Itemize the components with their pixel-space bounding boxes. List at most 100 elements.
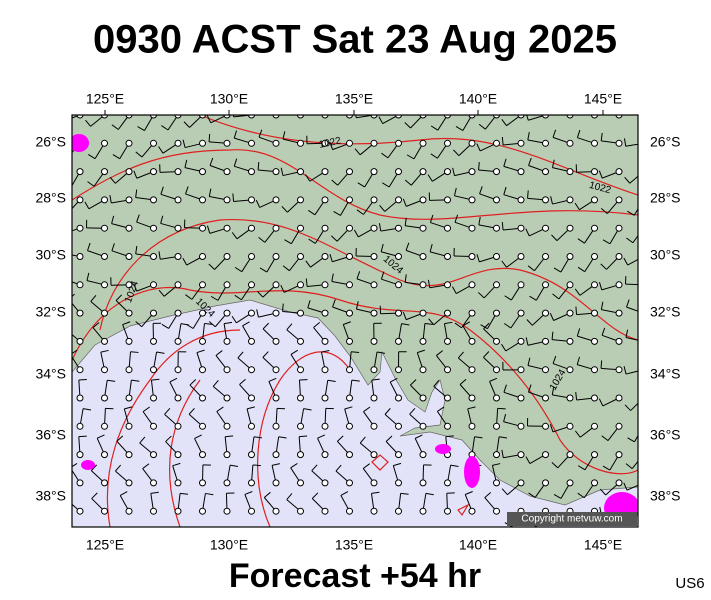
- barb-feather: [549, 313, 555, 321]
- barb-station: [395, 281, 402, 289]
- barb-feather: [601, 435, 609, 441]
- barb-station: [542, 281, 549, 289]
- barb-station: [641, 254, 647, 260]
- barb-feather: [109, 176, 116, 184]
- barb-feather: [552, 293, 560, 300]
- barb-station: [272, 168, 280, 176]
- barb-feather: [483, 322, 490, 330]
- barb-station: [444, 366, 451, 374]
- barb-feather: [551, 386, 555, 395]
- barb-station: [370, 168, 378, 176]
- copyright: Copyright metvuw.com: [521, 514, 622, 525]
- barb-station: [101, 479, 108, 487]
- barb-station: [272, 253, 280, 260]
- barb-feather: [450, 464, 459, 468]
- barb-station: [493, 507, 500, 515]
- barb-station: [101, 451, 108, 459]
- barb-feather: [410, 379, 417, 386]
- barb-station: [370, 196, 378, 204]
- barb-feather: [239, 378, 246, 385]
- barb-feather: [400, 492, 409, 495]
- barb-station: [150, 366, 157, 374]
- barb-station: [395, 507, 402, 515]
- barb-feather: [382, 182, 390, 188]
- barb-station: [591, 422, 598, 430]
- barb-station: [272, 451, 280, 459]
- barb-station: [223, 139, 231, 147]
- barb-station: [321, 224, 329, 232]
- barb-station: [346, 337, 353, 345]
- barb-station: [641, 197, 647, 203]
- barb-station: [248, 309, 255, 317]
- barb-station: [125, 479, 133, 487]
- barb-station: [641, 480, 647, 486]
- barb-station: [199, 139, 206, 147]
- barb-feather: [233, 158, 238, 167]
- barb-feather: [343, 321, 351, 325]
- barb-feather: [311, 492, 319, 499]
- barb-feather: [151, 378, 160, 381]
- barb-station: [248, 168, 255, 176]
- barb-feather: [478, 216, 481, 226]
- barb-feather: [109, 194, 112, 204]
- barb-station: [248, 507, 255, 515]
- barb-station: [444, 139, 451, 147]
- barb-feather: [480, 324, 488, 330]
- barb-feather: [526, 115, 529, 121]
- barb-feather: [107, 379, 116, 382]
- barb-feather: [626, 237, 634, 244]
- barb-feather: [574, 202, 580, 211]
- barb-feather: [286, 323, 293, 331]
- lat-label: 34°S: [35, 366, 66, 382]
- barb-feather: [417, 349, 426, 354]
- barb-feather: [405, 242, 410, 251]
- barb-feather: [344, 406, 353, 410]
- barb-station: [542, 451, 549, 459]
- barb-station: [641, 112, 647, 118]
- barb-station: [346, 139, 353, 147]
- barb-station: [346, 253, 353, 260]
- barb-feather: [311, 464, 318, 472]
- barb-feather: [230, 464, 239, 468]
- barb-shaft: [617, 115, 619, 116]
- barb-feather: [393, 462, 402, 467]
- barb-feather: [599, 488, 607, 496]
- barb-feather: [355, 115, 357, 118]
- barb-feather: [271, 463, 280, 466]
- barb-station: [125, 139, 133, 147]
- barb-station: [248, 281, 255, 289]
- barb-station: [444, 253, 451, 260]
- barb-station: [395, 115, 402, 119]
- barb-feather: [362, 463, 370, 469]
- barb-station: [615, 422, 623, 430]
- barb-station: [223, 224, 231, 232]
- barb-station: [591, 115, 598, 119]
- barb-feather: [131, 379, 140, 382]
- barb-station: [150, 168, 157, 176]
- barb-feather: [256, 309, 259, 318]
- barb-feather: [600, 263, 607, 270]
- barb-feather: [91, 492, 98, 499]
- barb-feather: [503, 323, 512, 329]
- barb-station: [297, 507, 304, 515]
- barb-feather: [462, 321, 471, 327]
- barb-station: [542, 366, 549, 374]
- barb-feather: [232, 193, 235, 202]
- barb-feather: [139, 436, 146, 444]
- barb-feather: [378, 116, 384, 124]
- barb-feather: [212, 379, 219, 387]
- barb-feather: [478, 123, 486, 130]
- wind-barbs: [72, 112, 647, 527]
- barb-feather: [525, 337, 529, 346]
- barb-station: [223, 451, 231, 459]
- barb-station: [346, 394, 353, 402]
- barb-feather: [549, 424, 554, 433]
- barb-station: [542, 115, 549, 119]
- barb-station: [248, 253, 255, 260]
- copyright-box: [507, 512, 637, 526]
- lon-label: 145°E: [584, 91, 622, 107]
- barb-feather: [425, 492, 434, 496]
- barb-station: [468, 366, 476, 374]
- barb-station: [444, 224, 451, 232]
